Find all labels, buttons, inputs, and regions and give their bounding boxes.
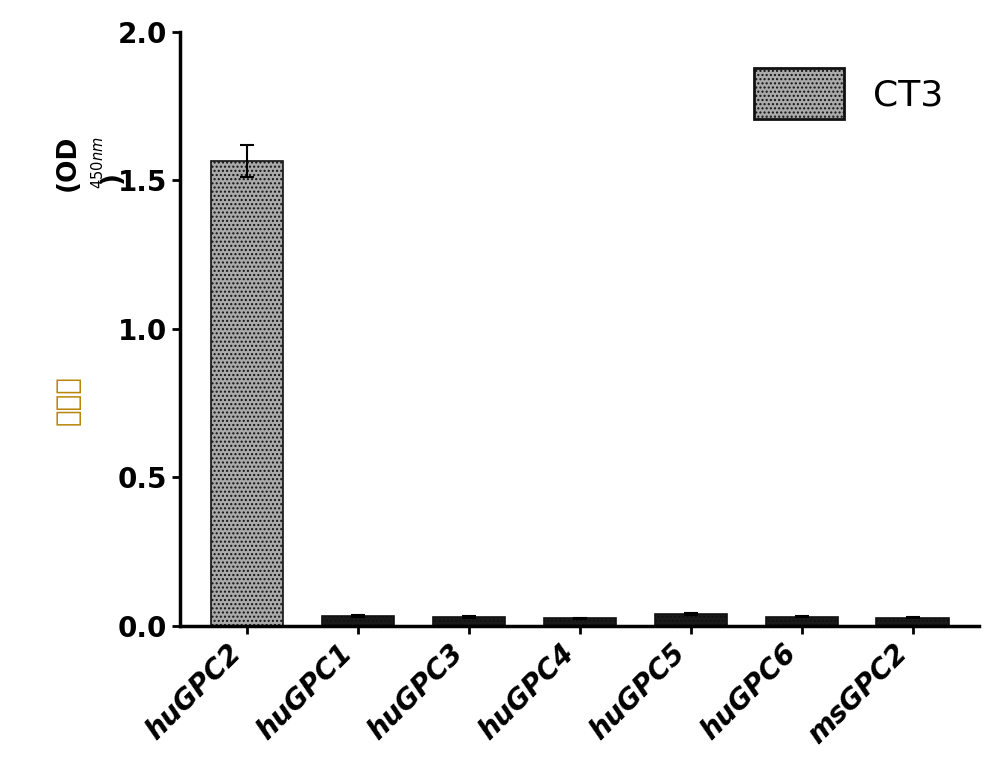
Bar xyxy=(211,161,283,625)
Text: ): ) xyxy=(99,171,125,183)
Bar xyxy=(876,618,949,625)
Bar xyxy=(433,618,505,625)
Legend: CT3: CT3 xyxy=(736,50,961,137)
Bar xyxy=(655,614,727,625)
Text: (OD: (OD xyxy=(55,134,81,191)
Text: $_{450nm}$: $_{450nm}$ xyxy=(86,136,106,189)
Bar xyxy=(322,616,394,625)
Bar xyxy=(544,618,616,625)
Text: 吸光度: 吸光度 xyxy=(54,375,82,425)
Bar xyxy=(766,617,838,625)
